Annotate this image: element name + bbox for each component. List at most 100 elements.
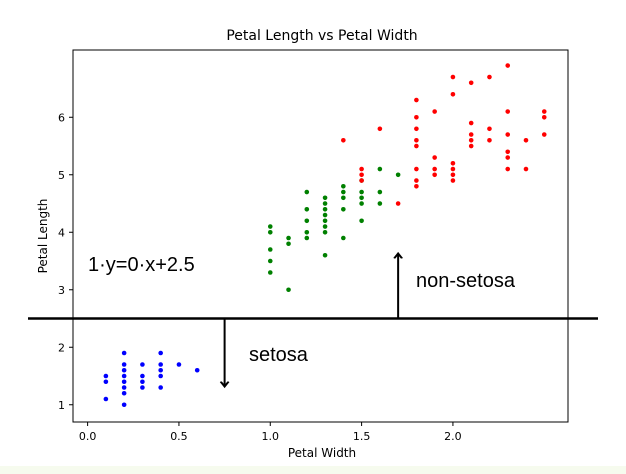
versicolor-point [359,189,364,195]
virginica-point [377,126,383,132]
x-tick-label: 0.5 [170,430,188,443]
setosa-point [121,379,127,385]
setosa-point [158,385,163,390]
virginica-point [414,126,419,132]
setosa-point [158,373,163,379]
x-tick-label: 0.0 [79,430,97,443]
virginica-point [505,109,511,114]
setosa-point [194,367,200,373]
versicolor-point [341,195,346,201]
versicolor-point [267,224,273,229]
versicolor-point [304,206,310,212]
y-tick-label: 3 [58,284,65,297]
versicolor-point [359,218,364,224]
versicolor-point [341,235,346,241]
versicolor-point [286,287,291,293]
virginica-point [468,132,474,137]
versicolor-point [395,172,401,178]
virginica-point [541,109,547,114]
versicolor-point [359,195,364,201]
virginica-point [505,155,511,160]
versicolor-point [322,229,328,235]
versicolor-point [304,235,310,241]
virginica-point [414,143,419,149]
y-axis-ticks: 1 2 3 4 5 6 [58,111,73,412]
virginica-point [450,91,456,97]
x-tick-label: 2.0 [444,430,462,443]
chart-title: Petal Length vs Petal Width [226,28,417,44]
virginica-point [414,97,419,103]
versicolor-point [322,201,328,206]
virginica-point [432,166,437,172]
setosa-point [103,373,109,379]
virginica-point [505,132,511,137]
virginica-point [359,172,364,178]
versicolor-point [267,258,273,264]
bottom-strip [0,466,626,474]
setosa-point [176,362,182,367]
versicolor-point [267,229,273,235]
virginica-point [468,120,474,126]
setosa-label: setosa [249,344,309,366]
virginica-point [505,149,511,155]
virginica-point [450,178,456,183]
setosa-point [103,379,109,385]
versicolor-point [286,235,291,241]
setosa-point [140,379,145,385]
virginica-point [450,160,456,166]
non-setosa-label: non-setosa [416,270,516,292]
virginica-point [414,183,419,189]
y-tick-label: 4 [58,226,65,239]
virginica-point [505,63,511,68]
setosa-point [158,367,163,373]
versicolor-point [286,241,291,247]
x-tick-label: 1.5 [353,430,371,443]
virginica-point [432,155,437,160]
virginica-point [359,166,364,172]
setosa-point [158,350,163,356]
versicolor-point [377,166,383,172]
virginica-point [414,137,419,143]
setosa-point [121,362,127,367]
virginica-point [395,201,401,206]
virginica-point [414,178,419,183]
virginica-point [341,137,346,143]
y-tick-label: 2 [58,341,65,354]
virginica-point [487,126,492,132]
y-tick-label: 1 [58,399,65,412]
virginica-point [523,137,529,143]
y-axis-label: Petal Length [36,199,50,274]
y-tick-label: 6 [58,111,65,124]
versicolor-point [322,206,328,212]
versicolor-point [377,201,383,206]
versicolor-point [322,224,328,229]
boundary-equation: 1·y=0·x+2.5 [88,254,195,276]
virginica-point [468,143,474,149]
versicolor-point [322,195,328,201]
versicolor-point [322,252,328,258]
setosa-point [121,367,127,373]
setosa-point [121,402,127,408]
y-tick-label: 5 [58,169,65,182]
virginica-point [450,172,456,178]
virginica-point [414,114,419,120]
versicolor-point [267,270,273,275]
virginica-point [487,74,492,80]
virginica-point [523,166,529,172]
setosa-point [158,362,163,367]
versicolor-point [267,247,273,252]
setosa-point [121,385,127,390]
x-axis-ticks: 0.0 0.5 1.0 1.5 2.0 [79,422,462,443]
versicolor-point [322,212,328,218]
versicolor-point [341,189,346,195]
versicolor-point [304,218,310,224]
versicolor-point [304,189,310,195]
virginica-point [432,109,437,114]
virginica-point [468,80,474,86]
virginica-point [450,166,456,172]
versicolor-point [341,206,346,212]
virginica-point [359,178,364,183]
versicolor-point [359,201,364,206]
setosa-point [140,373,145,379]
